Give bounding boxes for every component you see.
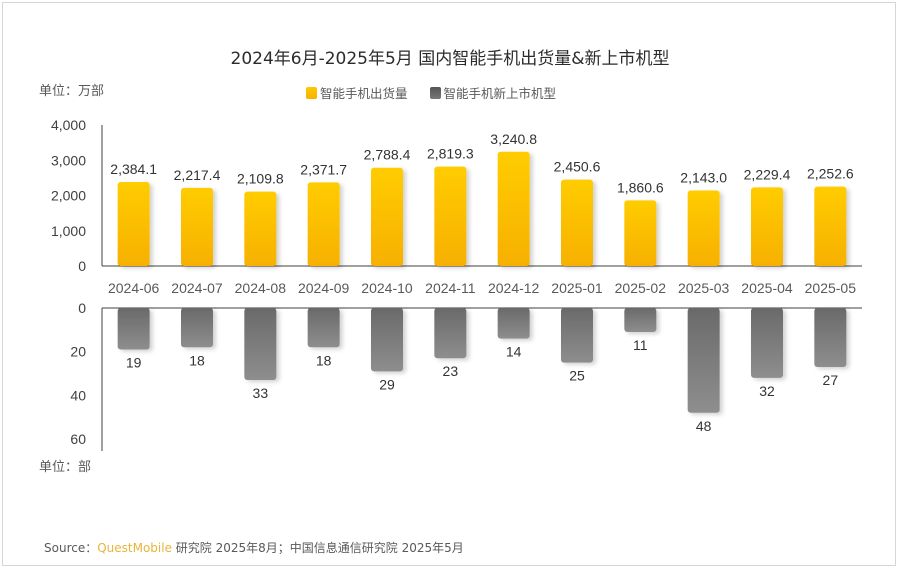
x-category-label: 2025-01 — [551, 280, 603, 296]
x-category-label: 2024-07 — [171, 280, 223, 296]
shipment-value-label: 2,819.3 — [427, 146, 474, 162]
shipment-value-label: 2,229.4 — [744, 166, 791, 182]
top-y-tick-label: 3,000 — [51, 152, 86, 168]
axes: 4,000 3,000 2,000 1,000 0 0 20 40 60 — [51, 117, 862, 451]
new-model-bar — [687, 308, 720, 413]
chart-title: 2024年6月-2025年5月 国内智能手机出货量&新上市机型 — [230, 49, 670, 69]
shipment-bar — [117, 181, 150, 266]
new-model-bar — [307, 308, 340, 348]
x-category-label: 2025-04 — [741, 280, 793, 296]
new-model-value-label: 14 — [506, 344, 522, 360]
shipment-bar — [814, 186, 847, 266]
new-model-bar — [371, 308, 403, 372]
new-model-bar — [181, 308, 213, 348]
new-model-value-label: 11 — [633, 337, 648, 353]
top-axis-unit: 单位：万部 — [39, 84, 105, 99]
shipment-bar — [307, 182, 340, 266]
x-category-label: 2024-11 — [425, 280, 476, 296]
new-model-bar — [561, 308, 593, 363]
new-model-bar — [624, 308, 657, 333]
shipment-value-label: 2,217.4 — [174, 167, 221, 183]
x-category-label: 2024-10 — [361, 280, 413, 296]
shipment-bar — [371, 167, 403, 266]
bottom-axis-unit: 单位：部 — [39, 460, 92, 475]
new-model-bar — [117, 308, 150, 350]
legend-item-shipments: 智能手机出货量 — [306, 83, 408, 102]
shipment-value-label: 2,109.8 — [237, 171, 284, 187]
bottom-y-tick-label: 40 — [70, 387, 86, 403]
source-prefix: Source： — [44, 541, 98, 555]
shipment-bars — [117, 151, 847, 266]
bottom-y-tick-label: 60 — [70, 431, 86, 447]
bottom-y-tick-label: 0 — [78, 300, 86, 316]
top-y-tick-label: 0 — [78, 258, 86, 274]
new-model-value-label: 27 — [823, 372, 839, 388]
shipment-bar — [181, 187, 213, 266]
top-y-tick-label: 2,000 — [51, 188, 86, 204]
shipment-bar — [751, 187, 783, 266]
new-model-bars — [117, 308, 847, 413]
source-rest: 研究院 2025年8月；中国信息通信研究院 2025年5月 — [171, 541, 464, 555]
source-brand: QuestMobile — [97, 541, 172, 555]
chart-labels: 2,384.1 2024-06 19 2,217.4 2024-07 18 2,109.8 2… — [108, 131, 856, 434]
new-model-bar — [434, 308, 467, 359]
shipment-value-label: 2,450.6 — [554, 159, 601, 175]
source-note: Source：QuestMobile 研究院 2025年8月；中国信息通信研究院… — [44, 539, 464, 556]
shipment-value-label: 3,240.8 — [490, 131, 537, 147]
new-model-value-label: 23 — [443, 363, 459, 379]
shipment-bar — [687, 190, 720, 266]
x-category-label: 2025-03 — [678, 280, 730, 296]
x-category-label: 2024-09 — [298, 280, 350, 296]
legend-swatch-new-models — [429, 86, 441, 99]
shipment-bar — [244, 191, 277, 266]
new-model-value-label: 25 — [569, 368, 585, 384]
legend: 智能手机出货量 智能手机新上市机型 — [306, 83, 556, 102]
bottom-y-tick-label: 20 — [70, 344, 86, 360]
shipment-value-label: 2,384.1 — [110, 161, 157, 177]
shipment-bar — [497, 151, 530, 266]
shipment-value-label: 2,143.0 — [680, 169, 727, 185]
new-model-value-label: 19 — [126, 354, 142, 370]
shipment-value-label: 1,860.6 — [617, 179, 664, 195]
new-model-bar — [751, 308, 783, 378]
legend-item-new-models: 智能手机新上市机型 — [429, 83, 557, 102]
x-category-label: 2025-05 — [805, 280, 857, 296]
new-model-value-label: 32 — [759, 383, 775, 399]
shipment-bar — [561, 179, 593, 266]
legend-swatch-shipments — [306, 86, 317, 99]
top-y-tick-label: 1,000 — [51, 223, 86, 239]
shipment-value-label: 2,252.6 — [807, 166, 854, 182]
shipment-bar — [434, 166, 467, 266]
legend-label-new-models: 智能手机新上市机型 — [443, 86, 557, 101]
new-model-value-label: 48 — [696, 418, 712, 434]
x-category-label: 2025-02 — [615, 280, 667, 296]
shipment-value-label: 2,788.4 — [364, 147, 411, 163]
new-model-value-label: 18 — [189, 352, 205, 368]
x-category-label: 2024-06 — [108, 280, 160, 296]
new-model-value-label: 29 — [379, 376, 395, 392]
new-model-bar — [497, 308, 530, 339]
x-category-label: 2024-08 — [235, 280, 287, 296]
shipment-value-label: 2,371.7 — [300, 161, 347, 177]
new-model-bar — [244, 308, 277, 381]
legend-label-shipments: 智能手机出货量 — [320, 86, 408, 101]
shipment-bar — [624, 200, 657, 266]
new-model-bar — [814, 308, 847, 367]
new-model-value-label: 18 — [316, 352, 332, 368]
top-y-tick-label: 4,000 — [51, 117, 86, 133]
x-category-label: 2024-12 — [488, 280, 540, 296]
new-model-value-label: 33 — [253, 385, 269, 401]
